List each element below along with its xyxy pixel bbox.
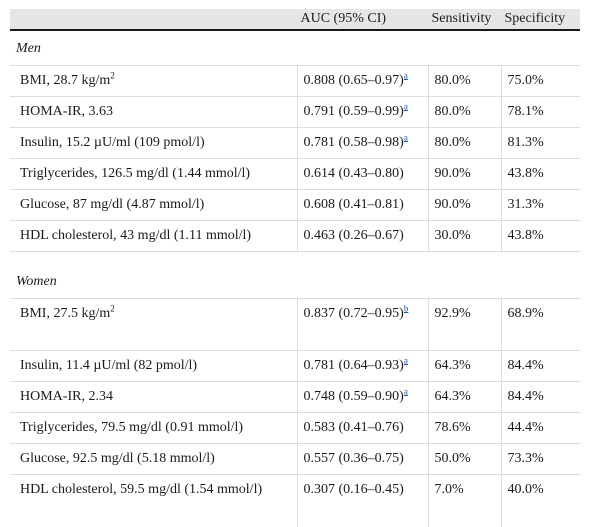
section-label: Men: [16, 41, 41, 56]
sensitivity-cell: 78.6%: [427, 412, 501, 444]
footnote-link[interactable]: a: [403, 132, 408, 143]
spacer-cell: [10, 251, 580, 264]
table-row: BMI, 28.7 kg/m2 0.808 (0.65–0.97)a 80.0%…: [10, 65, 580, 97]
auc-cell: 0.608 (0.41–0.81): [296, 189, 428, 221]
table-row: HOMA-IR, 3.63 0.791 (0.59–0.99)a 80.0% 7…: [10, 96, 580, 128]
table-row: HDL cholesterol, 59.5 mg/dl (1.54 mmol/l…: [10, 474, 580, 527]
header-specificity: Specificity: [500, 9, 580, 31]
auc-cell: 0.808 (0.65–0.97)a: [296, 65, 428, 97]
specificity-cell: 68.9%: [500, 298, 580, 351]
auc-text: 0.791 (0.59–0.99): [303, 104, 404, 119]
sensitivity-cell: 92.9%: [427, 298, 501, 351]
table-row: Triglycerides, 79.5 mg/dl (0.91 mmol/l) …: [10, 412, 580, 444]
table-row: HOMA-IR, 2.34 0.748 (0.59–0.90)a 64.3% 8…: [10, 381, 580, 413]
table-row: Glucose, 92.5 mg/dl (5.18 mmol/l) 0.557 …: [10, 443, 580, 475]
specificity-cell: 78.1%: [500, 96, 580, 128]
marker-cell: HOMA-IR, 3.63: [10, 96, 297, 128]
marker-cell: Insulin, 15.2 µU/ml (109 pmol/l): [10, 127, 297, 159]
specificity-cell: 84.4%: [500, 381, 580, 413]
section-label: Women: [16, 274, 57, 289]
header-sensitivity: Sensitivity: [427, 9, 501, 31]
marker-cell: BMI, 27.5 kg/m2: [10, 298, 297, 351]
auc-cell: 0.583 (0.41–0.76): [296, 412, 428, 444]
auc-text: 0.748 (0.59–0.90): [303, 389, 404, 404]
section-men: Men: [10, 30, 580, 66]
marker-cell: HDL cholesterol, 59.5 mg/dl (1.54 mmol/l…: [10, 474, 297, 527]
sensitivity-cell: 64.3%: [427, 350, 501, 382]
specificity-cell: 75.0%: [500, 65, 580, 97]
marker-text: BMI, 27.5 kg/m: [20, 306, 111, 321]
auc-cell: 0.781 (0.58–0.98)a: [296, 127, 428, 159]
auc-cell: 0.307 (0.16–0.45): [296, 474, 428, 527]
marker-cell: Triglycerides, 126.5 mg/dl (1.44 mmol/l): [10, 158, 297, 190]
auc-text: 0.781 (0.64–0.93): [303, 358, 404, 373]
specificity-cell: 44.4%: [500, 412, 580, 444]
sensitivity-cell: 30.0%: [427, 220, 501, 252]
specificity-cell: 40.0%: [500, 474, 580, 527]
sensitivity-cell: 64.3%: [427, 381, 501, 413]
marker-cell: Triglycerides, 79.5 mg/dl (0.91 mmol/l): [10, 412, 297, 444]
header-row: AUC (95% CI) Sensitivity Specificity: [10, 9, 580, 31]
footnote-link[interactable]: a: [403, 101, 408, 112]
superscript: 2: [110, 70, 115, 81]
sensitivity-cell: 80.0%: [427, 127, 501, 159]
auc-cell: 0.781 (0.64–0.93)a: [296, 350, 428, 382]
sensitivity-cell: 50.0%: [427, 443, 501, 475]
auc-table: AUC (95% CI) Sensitivity Specificity Men…: [10, 9, 580, 527]
sensitivity-cell: 7.0%: [427, 474, 501, 527]
auc-text: 0.837 (0.72–0.95): [303, 306, 404, 321]
auc-cell: 0.463 (0.26–0.67): [296, 220, 428, 252]
section-spacer: [10, 251, 580, 264]
sensitivity-cell: 80.0%: [427, 65, 501, 97]
auc-cell: 0.614 (0.43–0.80): [296, 158, 428, 190]
header-auc: AUC (95% CI): [296, 9, 428, 31]
marker-cell: Glucose, 92.5 mg/dl (5.18 mmol/l): [10, 443, 297, 475]
sensitivity-cell: 90.0%: [427, 189, 501, 221]
specificity-cell: 73.3%: [500, 443, 580, 475]
specificity-cell: 81.3%: [500, 127, 580, 159]
specificity-cell: 84.4%: [500, 350, 580, 382]
marker-cell: Glucose, 87 mg/dl (4.87 mmol/l): [10, 189, 297, 221]
sensitivity-cell: 90.0%: [427, 158, 501, 190]
auc-cell: 0.791 (0.59–0.99)a: [296, 96, 428, 128]
auc-cell: 0.748 (0.59–0.90)a: [296, 381, 428, 413]
table-row: HDL cholesterol, 43 mg/dl (1.11 mmol/l) …: [10, 220, 580, 252]
sensitivity-cell: 80.0%: [427, 96, 501, 128]
table-row: Glucose, 87 mg/dl (4.87 mmol/l) 0.608 (0…: [10, 189, 580, 221]
marker-cell: HDL cholesterol, 43 mg/dl (1.11 mmol/l): [10, 220, 297, 252]
auc-text: 0.808 (0.65–0.97): [303, 73, 404, 88]
marker-cell: Insulin, 11.4 µU/ml (82 pmol/l): [10, 350, 297, 382]
table-row: Triglycerides, 126.5 mg/dl (1.44 mmol/l)…: [10, 158, 580, 190]
marker-cell: BMI, 28.7 kg/m2: [10, 65, 297, 97]
table-row: BMI, 27.5 kg/m2 0.837 (0.72–0.95)b 92.9%…: [10, 298, 580, 351]
specificity-cell: 31.3%: [500, 189, 580, 221]
header-marker: [10, 9, 297, 31]
auc-cell: 0.557 (0.36–0.75): [296, 443, 428, 475]
table-row: Insulin, 11.4 µU/ml (82 pmol/l) 0.781 (0…: [10, 350, 580, 382]
marker-cell: HOMA-IR, 2.34: [10, 381, 297, 413]
specificity-cell: 43.8%: [500, 158, 580, 190]
table-row: Insulin, 15.2 µU/ml (109 pmol/l) 0.781 (…: [10, 127, 580, 159]
superscript: 2: [110, 303, 115, 314]
auc-text: 0.781 (0.58–0.98): [303, 135, 404, 150]
footnote-link[interactable]: a: [403, 355, 408, 366]
specificity-cell: 43.8%: [500, 220, 580, 252]
footnote-link[interactable]: b: [403, 303, 409, 314]
footnote-link[interactable]: a: [403, 386, 408, 397]
footnote-link[interactable]: a: [403, 70, 408, 81]
auc-cell: 0.837 (0.72–0.95)b: [296, 298, 428, 351]
marker-text: BMI, 28.7 kg/m: [20, 73, 111, 88]
section-women: Women: [10, 264, 580, 299]
